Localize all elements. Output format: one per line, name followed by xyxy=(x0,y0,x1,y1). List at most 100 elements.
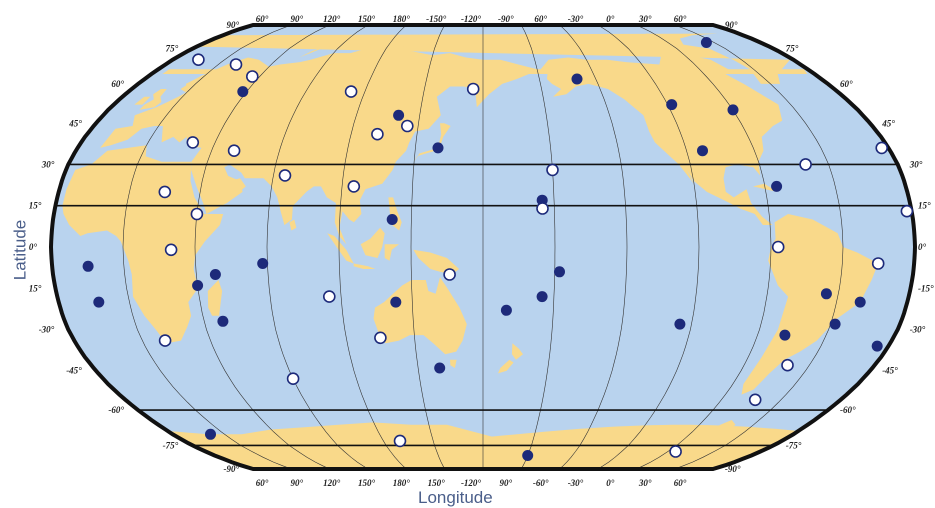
land-svalbard xyxy=(251,38,287,45)
filled-marker xyxy=(727,104,739,116)
land-south-america xyxy=(741,214,879,395)
station-markers xyxy=(82,37,914,461)
open-marker xyxy=(546,163,559,177)
open-marker xyxy=(192,53,205,67)
open-marker xyxy=(669,445,682,458)
filled-marker xyxy=(666,99,678,111)
bottom-tick-label: -60° xyxy=(533,478,549,488)
filled-marker xyxy=(393,109,405,121)
bottom-tick-label: 60° xyxy=(256,478,269,488)
top-tick-label: 90° xyxy=(290,14,303,24)
filled-marker xyxy=(500,304,512,316)
bottom-tick-label: 180° xyxy=(393,478,411,488)
bottom-tick-label: 150° xyxy=(358,478,376,488)
left-tick-label: -75° xyxy=(163,440,179,450)
axis-tick-labels: 60° 90° 120° 150° 180° -150° -120° -90° 60° -30° 0… xyxy=(29,14,934,488)
bottom-tick-label: 150° xyxy=(428,478,446,488)
right-tick-label: 30° xyxy=(909,159,923,169)
left-tick-label: -90° xyxy=(223,464,239,474)
open-marker xyxy=(900,204,914,218)
left-tick-label: 30° xyxy=(41,159,55,169)
land-australia xyxy=(373,277,467,355)
land-britain xyxy=(139,89,167,110)
filled-marker xyxy=(779,329,791,341)
right-tick-label: -45° xyxy=(882,366,898,376)
land-africa xyxy=(62,145,224,344)
filled-marker xyxy=(771,180,783,192)
filled-marker xyxy=(871,340,883,352)
top-tick-label: 60° xyxy=(534,14,547,24)
land-japan xyxy=(414,123,451,162)
right-tick-label: 60° xyxy=(840,79,853,89)
filled-marker xyxy=(205,428,216,440)
land-masses xyxy=(51,33,915,469)
top-tick-label: -90° xyxy=(498,14,514,24)
open-marker xyxy=(186,136,200,149)
open-marker xyxy=(781,358,794,372)
filled-marker xyxy=(571,73,583,85)
filled-marker xyxy=(700,37,712,48)
open-marker xyxy=(799,158,812,171)
filled-marker xyxy=(554,266,565,278)
top-tick-label: 60° xyxy=(256,14,269,24)
land-new-zealand-s xyxy=(498,359,514,374)
left-tick-label: 90° xyxy=(226,20,239,30)
filled-marker xyxy=(536,291,548,303)
top-tick-label: -120° xyxy=(461,14,481,24)
filled-marker xyxy=(237,86,249,98)
filled-marker xyxy=(820,288,832,300)
bottom-tick-label: 120° xyxy=(323,478,341,488)
bottom-tick-label: 90° xyxy=(499,478,512,488)
top-tick-label: 150° xyxy=(358,14,376,24)
left-tick-label: 15° xyxy=(29,283,42,293)
land-canada-islands xyxy=(610,33,686,56)
filled-marker xyxy=(93,296,105,308)
land-sri-lanka xyxy=(289,219,297,231)
open-marker xyxy=(871,257,885,270)
left-tick-label: 60° xyxy=(111,79,124,89)
filled-marker xyxy=(432,142,444,154)
open-marker xyxy=(400,119,414,133)
top-tick-label: 120° xyxy=(323,14,341,24)
left-tick-label: -60° xyxy=(108,405,124,415)
open-marker xyxy=(158,334,172,347)
filled-marker xyxy=(522,450,534,461)
open-marker xyxy=(344,85,358,98)
open-marker xyxy=(371,127,384,141)
filled-marker xyxy=(192,280,204,291)
top-tick-label: 0° xyxy=(606,14,615,24)
right-tick-label: -30° xyxy=(910,325,926,335)
land-borneo xyxy=(360,227,385,258)
land-iceland xyxy=(162,69,808,74)
open-marker xyxy=(748,393,762,407)
open-marker xyxy=(229,58,243,71)
land-cuba xyxy=(753,183,778,192)
top-tick-label: 60° xyxy=(674,14,687,24)
open-marker xyxy=(393,434,407,448)
filled-marker xyxy=(674,318,686,330)
open-marker xyxy=(771,240,785,254)
bottom-tick-label: -120° xyxy=(461,478,481,488)
y-axis-title: Latitude xyxy=(10,219,30,281)
bottom-tick-label: 30° xyxy=(638,478,652,488)
right-tick-label: 90° xyxy=(725,20,738,30)
filled-marker xyxy=(697,145,708,157)
x-axis-title: Longitude xyxy=(418,488,493,507)
land-ireland xyxy=(134,96,151,105)
land-madagascar xyxy=(207,280,223,316)
open-marker xyxy=(322,290,336,303)
filled-marker xyxy=(854,296,866,308)
land-new-zealand-n xyxy=(511,343,523,360)
filled-marker xyxy=(434,362,446,374)
left-tick-label: 15° xyxy=(29,201,42,211)
open-marker xyxy=(190,207,204,221)
right-tick-label: -75° xyxy=(786,440,802,450)
bottom-tick-label: 60° xyxy=(674,478,687,488)
bottom-tick-label: -30° xyxy=(568,478,584,488)
left-tick-label: -45° xyxy=(66,366,82,376)
right-tick-label: 75° xyxy=(786,44,799,54)
right-tick-label: 45° xyxy=(881,118,895,128)
top-tick-label: -30° xyxy=(568,14,584,24)
open-marker xyxy=(536,202,549,215)
